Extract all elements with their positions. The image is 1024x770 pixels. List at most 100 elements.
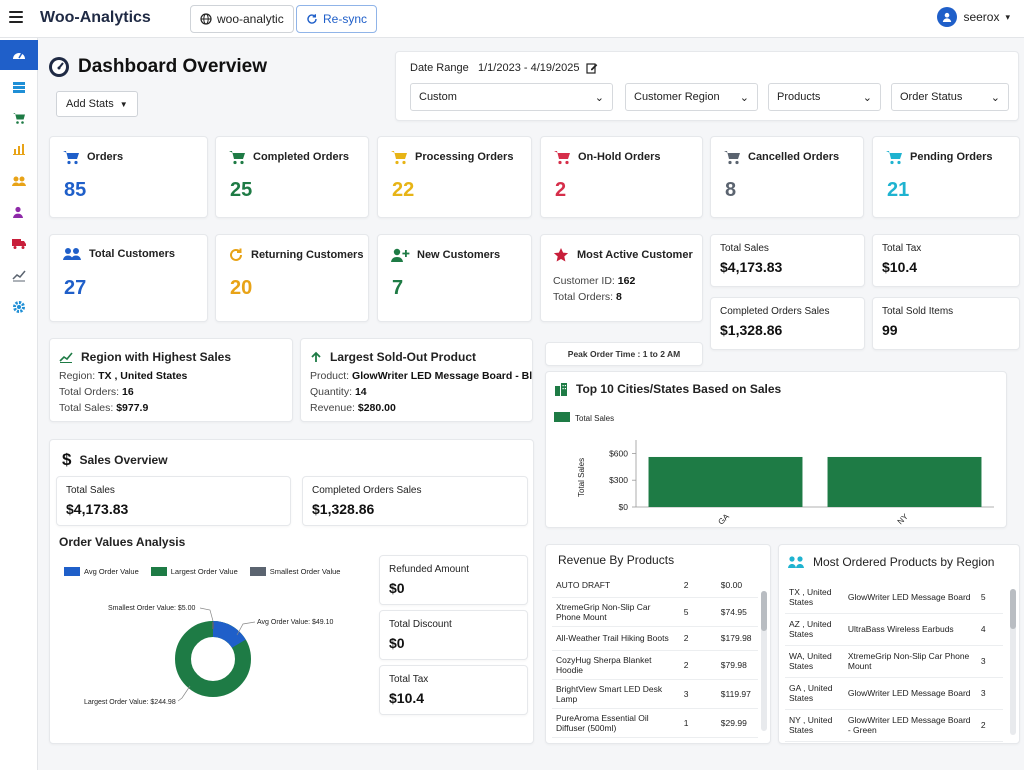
- stat-value: 7: [392, 277, 404, 299]
- product-cell: GlowWriter LED Message Board - Green: [843, 709, 977, 742]
- edit-icon[interactable]: [585, 62, 598, 74]
- user-plus-icon: [391, 248, 410, 262]
- sidebar-item-shipping[interactable]: [0, 228, 38, 258]
- most-ordered-scrollbar[interactable]: [1010, 589, 1016, 735]
- table-row: GA , United States GlowWriter LED Message…: [785, 677, 1003, 710]
- user-menu[interactable]: seerox ▾: [937, 7, 1010, 27]
- user-icon: [943, 12, 952, 22]
- cart-icon: [63, 151, 79, 165]
- page-title-wrap: Dashboard Overview: [48, 56, 267, 78]
- product-cell: XtremeGrip Non-Slip Car Phone Mount: [843, 645, 977, 678]
- avg-callout: Avg Order Value: $49.10: [257, 619, 334, 626]
- order-status-select[interactable]: Order Status ⌄: [891, 83, 1009, 111]
- sidebar-item-settings[interactable]: [0, 292, 38, 322]
- sidebar-item-cart[interactable]: [0, 103, 38, 133]
- cart-icon: [554, 151, 570, 165]
- date-range-select[interactable]: Custom ⌄: [410, 83, 613, 111]
- revenue-cell: $29.99: [716, 708, 758, 738]
- quantity-cell: 2: [679, 650, 717, 680]
- table-row: All-Weather Trail Hiking Boots 2 $179.98: [552, 626, 758, 651]
- table-row: CozyHug Sherpa Blanket Hoodie 2 $79.98: [552, 650, 758, 680]
- orders-label: Total Orders:: [59, 386, 120, 398]
- user-cog-icon: [13, 206, 23, 218]
- product-cell: UltraBass Wireless Earbuds: [843, 613, 977, 646]
- chevron-down-icon: ⌄: [739, 91, 749, 104]
- largest-sold-out-card: Largest Sold-Out Product Product: GlowWr…: [300, 338, 533, 422]
- stat-card-completed-orders: Completed Orders 25: [215, 136, 369, 218]
- mini-value: $1,328.86: [720, 322, 783, 338]
- total-tax-mini: Total Tax $10.4: [872, 234, 1020, 287]
- mini-value: $4,173.83: [66, 501, 129, 517]
- stat-value: 20: [230, 277, 253, 299]
- region-cell: AZ , United States: [785, 613, 844, 646]
- gauge-icon: [13, 52, 25, 59]
- cart-icon: [391, 151, 407, 165]
- caret-down-icon: ▼: [119, 99, 128, 109]
- top-cities-title-wrap: Top 10 Cities/States Based on Sales: [554, 382, 781, 396]
- mini-value: $0: [389, 580, 405, 596]
- avatar: [937, 7, 958, 27]
- overview-total-sales: Total Sales $4,173.83: [56, 476, 291, 526]
- add-stats-button[interactable]: Add Stats ▼: [56, 91, 138, 117]
- product-label: Product:: [310, 370, 350, 382]
- total-sales-mini: Total Sales $4,173.83: [710, 234, 865, 287]
- table-row: PureAroma Essential Oil Diffuser (500ml)…: [552, 708, 758, 738]
- star-icon: [553, 248, 569, 262]
- order-values-title: Order Values Analysis: [59, 535, 186, 549]
- sidebar-item-dashboard[interactable]: [0, 40, 38, 70]
- quantity-cell: 1: [679, 708, 717, 738]
- sidebar-item-reports[interactable]: [0, 134, 38, 164]
- sales-overview-title-wrap: $ Sales Overview: [62, 450, 168, 470]
- sidebar-item-analytics[interactable]: [0, 260, 38, 290]
- stat-label: Total Customers: [89, 248, 175, 260]
- products-select[interactable]: Products ⌄: [768, 83, 881, 111]
- mini-value: $10.4: [882, 259, 918, 275]
- mini-value: 99: [882, 322, 898, 338]
- main-content: Dashboard Overview Add Stats ▼ Date Rang…: [38, 38, 1024, 770]
- product-name-cell: PureAroma Essential Oil Diffuser (500ml): [552, 708, 680, 738]
- mini-label: Total Tax: [389, 674, 429, 685]
- sidebar-item-user-manage[interactable]: [0, 197, 38, 227]
- users-icon: [63, 248, 81, 260]
- mini-label: Total Discount: [389, 619, 452, 630]
- customer-region-select[interactable]: Customer Region ⌄: [625, 83, 758, 111]
- arrow-up-icon: [311, 351, 321, 362]
- date-range-label: Date Range: [410, 62, 469, 74]
- mini-label: Refunded Amount: [389, 564, 470, 575]
- total-orders-value: 8: [616, 291, 622, 303]
- add-stats-label: Add Stats: [66, 98, 114, 110]
- region-highest-sales-card: Region with Highest Sales Region: TX , U…: [49, 338, 293, 422]
- region-highest-details: Region: TX , United States Total Orders:…: [59, 368, 187, 416]
- most-ordered-table-wrap: TX , United States GlowWriter LED Message…: [785, 581, 1003, 742]
- truck-icon: [12, 239, 26, 249]
- quantity-cell: 3: [976, 645, 1003, 678]
- sidebar-item-customers[interactable]: [0, 166, 38, 196]
- table-row: NY , United States GlowWriter LED Message…: [785, 709, 1003, 742]
- mini-value: $4,173.83: [720, 259, 783, 275]
- date-range-select-label: Custom: [419, 91, 457, 103]
- mini-label: Total Tax: [882, 243, 922, 254]
- gear-icon: [13, 301, 25, 313]
- y-axis-label: Total Sales: [577, 458, 586, 497]
- mini-label: Total Sales: [66, 485, 115, 496]
- product-cell: GlowWriter LED Message Board: [843, 581, 977, 614]
- menu-icon[interactable]: [9, 11, 23, 25]
- stat-label: Pending Orders: [910, 151, 993, 163]
- stat-value: 85: [64, 179, 87, 201]
- chevron-down-icon: ⌄: [990, 91, 1000, 104]
- store-button[interactable]: woo-analytic: [190, 5, 294, 33]
- sidebar-item-orders[interactable]: [0, 72, 38, 102]
- region-cell: TX , United States: [785, 581, 844, 614]
- product-cell: GlowWriter LED Message Board: [843, 677, 977, 710]
- stat-value: 25: [230, 179, 253, 201]
- most-ordered-by-region-card: Most Ordered Products by Region TX , Uni…: [778, 544, 1020, 744]
- revenue-scrollbar[interactable]: [761, 591, 767, 731]
- resync-button[interactable]: Re-sync: [296, 5, 378, 33]
- date-range-value-wrap[interactable]: 1/1/2023 - 4/19/2025: [478, 62, 598, 74]
- table-row: TX , United States GlowWriter LED Message…: [785, 581, 1003, 614]
- region-cell: NY , United States: [785, 709, 844, 742]
- region-label: Region:: [59, 370, 96, 382]
- stat-label: Orders: [87, 151, 124, 163]
- brand-title: Woo-Analytics: [40, 9, 151, 26]
- most-ordered-title-wrap: Most Ordered Products by Region: [787, 555, 994, 569]
